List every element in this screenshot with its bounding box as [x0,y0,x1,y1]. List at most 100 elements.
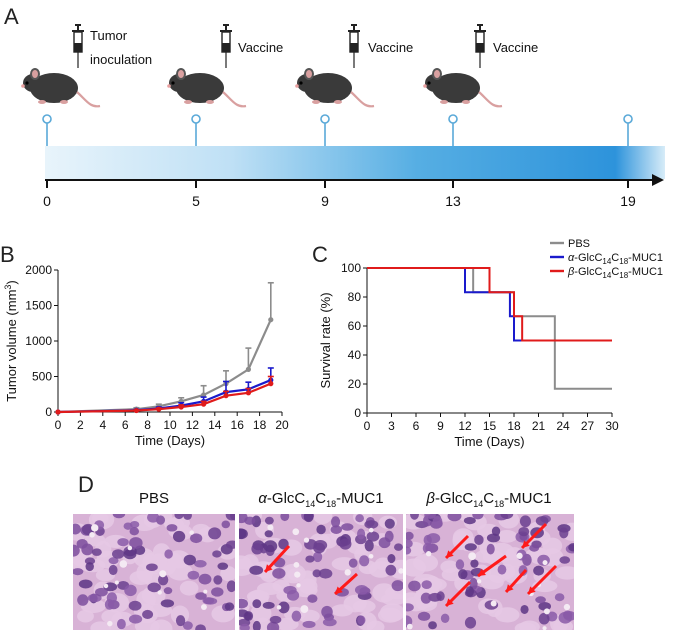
legend-sub: 14 [602,271,611,280]
glc-text: -GlcC [266,490,306,507]
cell-nucleus [458,569,468,580]
cell-nucleus [249,565,264,575]
legend-label: β-GlcC14C18-MUC1 [567,266,663,280]
subscript-14: 14 [305,499,316,509]
cell-nucleus [303,514,314,523]
cell-nucleus [226,580,235,593]
cell-nucleus [420,592,432,604]
x-tick-label: 12 [458,419,472,433]
cell-nucleus [198,573,212,585]
cell-nucleus [194,560,207,568]
cell-nucleus [77,594,89,606]
cell-nucleus [166,524,178,532]
cell-nucleus [108,557,119,565]
cell-nucleus [359,555,370,567]
cytoplasm [77,609,94,623]
histology-image-alpha [239,514,403,630]
cell-nucleus [393,543,403,551]
cell-nucleus [142,609,154,619]
cell-nucleus [312,569,322,578]
alpha-symbol: α [258,490,267,507]
tissue-gap [368,553,374,559]
cytoplasm [129,570,153,585]
timeline-day-label: 9 [321,193,329,209]
mouse-icon [20,66,102,108]
cell-nucleus [172,530,186,543]
tissue-gap [276,605,282,610]
tissue-gap [296,583,301,588]
syringe-icon [71,23,85,69]
cell-nucleus [463,517,476,525]
tissue-gap [542,626,547,630]
subscript-14: 14 [473,499,484,509]
tissue-gap [267,524,274,531]
red-arrow-head [265,564,273,572]
cell-nucleus [406,539,413,549]
tissue-gap [406,623,413,630]
cell-nucleus [305,555,315,563]
cell-nucleus [559,527,569,539]
cytoplasm [297,609,320,623]
cell-nucleus [174,514,184,520]
tissue-gap [157,590,162,595]
cytoplasm [150,619,173,630]
timeline-event-label: Tumor [90,28,128,43]
tissue-gap [490,600,497,607]
legend-sub: 14 [602,257,611,266]
tissue-gap [368,527,374,533]
cytoplasm [519,620,540,630]
mouse-icon [294,66,376,108]
cytoplasm [555,566,574,580]
cell-nucleus [76,538,88,549]
x-tick-label: 10 [163,418,177,432]
cell-nucleus [124,584,137,597]
cell-nucleus [497,564,507,575]
cell-nucleus [428,621,437,630]
x-tick-label: 18 [507,419,521,433]
cytoplasm [452,528,474,547]
tissue-gap [303,537,310,543]
cell-nucleus [472,514,484,520]
cell-nucleus [464,616,477,629]
cell-nucleus [538,612,550,625]
cytoplasm [494,607,520,623]
cell-nucleus [129,537,143,549]
data-point [268,317,274,323]
cell-nucleus [428,592,442,602]
cytoplasm [312,514,333,525]
y-tick-label: 0 [45,405,52,419]
c-text: C [315,490,327,507]
timeline-pin-head [448,114,458,124]
histology-image-pbs [73,514,235,630]
survival-step-line [367,267,612,342]
muc1-text: -MUC1 [504,490,552,507]
cell-nucleus [318,568,333,579]
data-point [133,407,139,414]
panel-label-b: B [0,242,15,267]
y-tick-label: 20 [348,377,362,391]
cell-nucleus [128,614,143,624]
syringe-icon [473,23,487,69]
cell-nucleus [331,516,341,528]
cell-nucleus [262,601,275,609]
red-arrow-head [335,586,343,594]
cell-nucleus [280,514,290,522]
cell-nucleus [417,611,431,621]
cell-nucleus [221,520,231,529]
timeline-day-label: 5 [192,193,200,209]
cell-nucleus [108,564,118,576]
histology-title-pbs: PBS [74,490,234,507]
legend-greek: α [568,252,575,264]
tissue-gap [127,545,133,551]
subscript-18: 18 [326,499,337,509]
cell-nucleus [474,534,484,546]
cell-nucleus [112,549,125,559]
x-tick-label: 24 [556,419,570,433]
mouse-icon [166,66,248,108]
cell-nucleus [330,525,343,534]
timeline-event-label: Vaccine [493,40,539,55]
cell-nucleus [538,602,552,611]
cell-nucleus [195,592,207,600]
cell-nucleus [424,514,436,519]
tissue-gap [119,560,128,568]
